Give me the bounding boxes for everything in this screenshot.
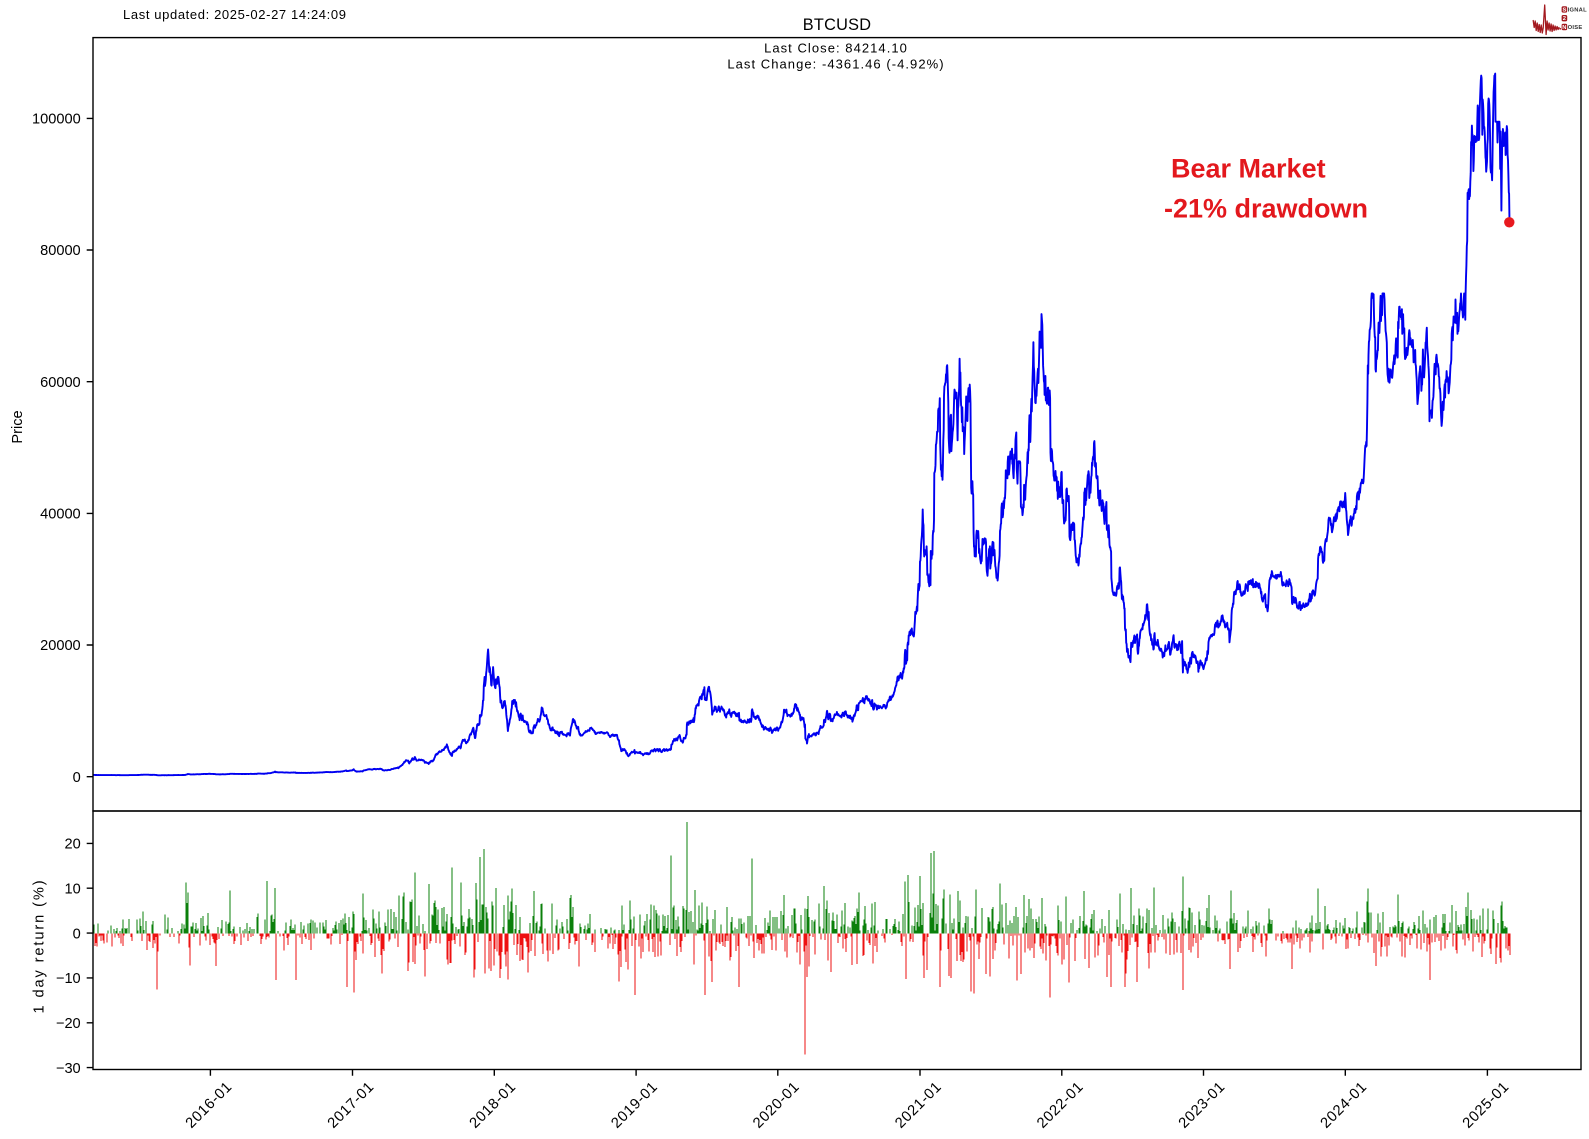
svg-text:1 day return (%): 1 day return (%): [32, 878, 48, 1013]
svg-text:60000: 60000: [40, 375, 81, 391]
svg-text:IGNAL: IGNAL: [1568, 8, 1587, 14]
svg-text:2: 2: [1563, 16, 1566, 22]
svg-text:Last Close: 84214.10: Last Close: 84214.10: [764, 41, 908, 56]
svg-text:OISE: OISE: [1568, 25, 1583, 31]
svg-text:100000: 100000: [32, 112, 81, 128]
svg-text:10: 10: [64, 881, 80, 897]
svg-text:20000: 20000: [40, 638, 81, 654]
svg-text:0: 0: [73, 770, 81, 786]
svg-text:80000: 80000: [40, 243, 81, 259]
svg-text:Last updated: 2025-02-27 14:24: Last updated: 2025-02-27 14:24:09: [123, 7, 347, 22]
svg-text:−30: −30: [56, 1061, 81, 1077]
svg-text:Bear Market: Bear Market: [1171, 154, 1326, 184]
svg-text:S: S: [1562, 7, 1566, 13]
svg-text:40000: 40000: [40, 507, 81, 523]
svg-text:N: N: [1562, 25, 1566, 31]
svg-text:0: 0: [73, 926, 81, 942]
svg-text:20: 20: [64, 837, 80, 853]
svg-text:Price: Price: [10, 410, 26, 443]
svg-text:−20: −20: [56, 1016, 81, 1032]
svg-text:BTCUSD: BTCUSD: [803, 16, 871, 34]
svg-text:-21% drawdown: -21% drawdown: [1164, 193, 1368, 223]
svg-text:−10: −10: [56, 971, 81, 987]
svg-text:Last Change: -4361.46 (-4.92%): Last Change: -4361.46 (-4.92%): [727, 57, 944, 72]
